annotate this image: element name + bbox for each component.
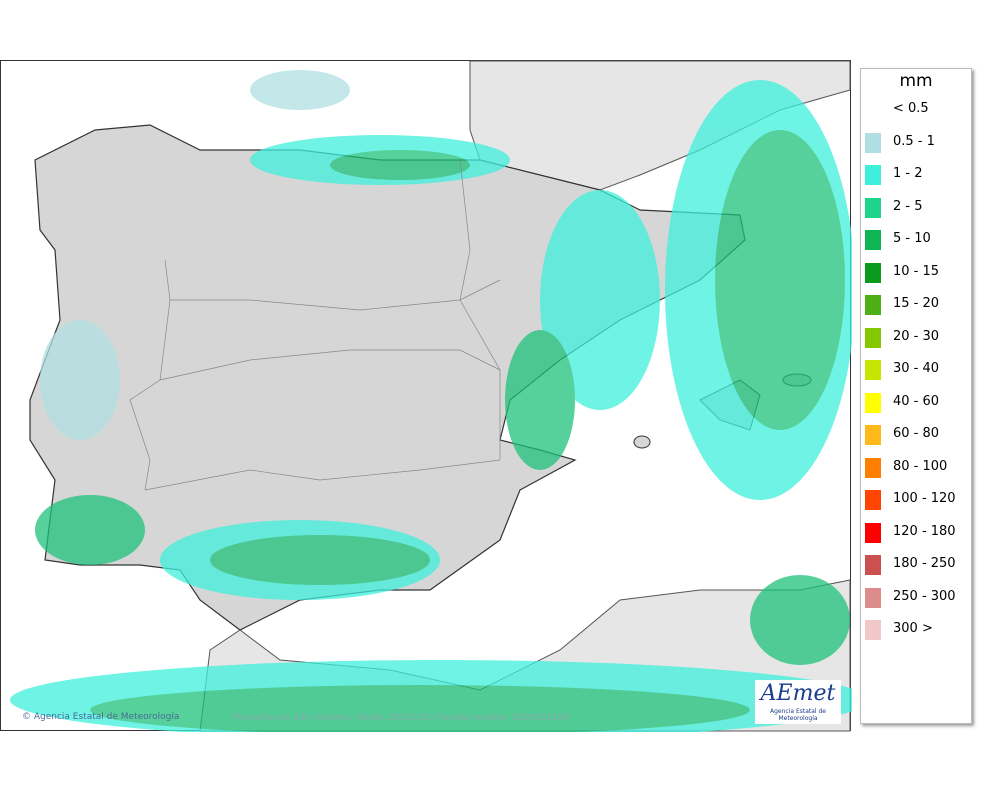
- legend-label: 250 - 300: [893, 588, 956, 604]
- precip-area: [250, 70, 350, 110]
- legend-swatch: [865, 457, 881, 478]
- border: [159, 349, 501, 381]
- precip-area: [330, 150, 470, 180]
- legend-swatch: [865, 587, 881, 608]
- precip-area: [40, 320, 120, 440]
- legend-swatch: [865, 360, 881, 380]
- legend-swatch: [865, 197, 881, 218]
- legend-swatch: [865, 620, 881, 640]
- caption: Precipitación 24h máxima. Válido: 202603…: [233, 713, 569, 723]
- border: [170, 279, 501, 311]
- precip-area: [715, 130, 845, 430]
- legend-label: 15 - 20: [893, 296, 940, 311]
- legend-swatch: [865, 262, 881, 283]
- legend-label: 180 - 250: [893, 556, 956, 571]
- legend-swatch: [865, 295, 881, 315]
- precip-area: [750, 575, 850, 665]
- legend-swatch: [865, 327, 881, 348]
- legend-swatch: [865, 165, 881, 185]
- credit: © Agencia Estatal de Meteorología: [22, 712, 180, 722]
- precip-areas: [10, 70, 852, 732]
- legend-label: 2 - 5: [893, 198, 923, 214]
- legend-label: 20 - 30: [893, 328, 940, 344]
- legend-swatch: [865, 230, 881, 250]
- legend-unit: mm: [899, 71, 933, 91]
- precip-area: [35, 495, 145, 565]
- legend-swatch: [865, 490, 881, 510]
- border: [129, 259, 171, 491]
- legend-label: 1 - 2: [893, 166, 923, 181]
- precip-area: [210, 535, 430, 585]
- legend-label: 60 - 80: [893, 426, 940, 441]
- border: [144, 459, 501, 491]
- precip-area: [90, 685, 750, 732]
- legend-label: 80 - 100: [893, 458, 948, 474]
- logo-name: AEmet: [760, 681, 836, 706]
- logo: AEmet Agencia Estatal de Meteorología: [755, 680, 841, 724]
- legend-label: 5 - 10: [893, 231, 931, 246]
- legend-swatch: [865, 555, 881, 575]
- credit-text: Agencia Estatal de Meteorología: [33, 712, 180, 722]
- legend-swatch: [865, 132, 881, 153]
- precip-area: [540, 190, 660, 410]
- legend-swatch: [865, 392, 881, 413]
- ibiza: [633, 435, 651, 449]
- legend-label: 300 >: [893, 621, 933, 636]
- borders: [129, 159, 501, 491]
- legend-label: 120 - 180: [893, 523, 956, 539]
- legend-swatch: [865, 522, 881, 543]
- logo-subtitle: Agencia Estatal de Meteorología: [769, 708, 826, 722]
- legend-swatch: [865, 425, 881, 445]
- border: [459, 159, 501, 460]
- legend-label: < 0.5: [893, 101, 929, 116]
- legend-label: 40 - 60: [893, 393, 940, 409]
- legend-label: 0.5 - 1: [893, 133, 935, 149]
- legend-label: 10 - 15: [893, 263, 940, 279]
- precip-area: [505, 330, 575, 470]
- legend-label: 30 - 40: [893, 361, 940, 376]
- map: [0, 60, 852, 732]
- legend: mm < 0.5 0.5 - 1 1 - 2 2 - 5 5 - 10 10 - 15 15…: [860, 68, 972, 724]
- legend-label: 100 - 120: [893, 491, 956, 506]
